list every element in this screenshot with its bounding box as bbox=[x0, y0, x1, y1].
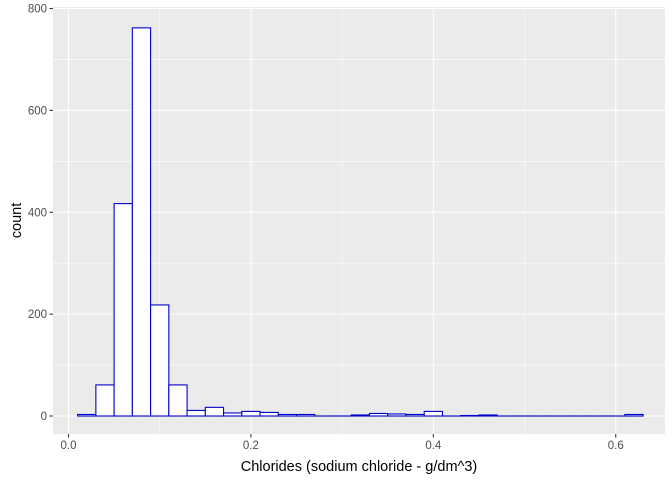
histogram-bar bbox=[460, 414, 480, 417]
histogram-bar bbox=[150, 304, 170, 417]
x-axis-ticks: 0.0 0.2 0.4 0.6 bbox=[61, 434, 624, 452]
histogram-bar bbox=[131, 27, 152, 417]
y-axis-title: count bbox=[9, 203, 25, 238]
histogram-bar bbox=[113, 203, 133, 417]
histogram-bars bbox=[77, 27, 644, 417]
y-tick-label: 0 bbox=[41, 411, 47, 423]
y-tick-label: 800 bbox=[28, 4, 47, 16]
histogram-bar bbox=[277, 413, 298, 417]
y-axis-ticks: 0 200 400 600 800 bbox=[28, 4, 53, 423]
x-tick-label: 0.2 bbox=[243, 440, 259, 452]
histogram-bar bbox=[77, 413, 97, 417]
histogram-bar bbox=[368, 412, 389, 417]
histogram-bar bbox=[295, 413, 316, 417]
histogram-bar bbox=[95, 384, 115, 417]
histogram-bar bbox=[387, 413, 407, 417]
x-axis-title: Chlorides (sodium chloride - g/dm^3) bbox=[241, 459, 477, 475]
y-tick-label: 200 bbox=[28, 309, 47, 321]
major-gridlines bbox=[53, 7, 665, 434]
histogram-bar bbox=[423, 410, 444, 417]
histogram-bar bbox=[624, 413, 644, 417]
histogram-bar bbox=[223, 412, 243, 417]
histogram-bar bbox=[478, 414, 498, 417]
y-tick-label: 600 bbox=[28, 105, 47, 117]
histogram-bar bbox=[168, 384, 188, 417]
histogram-bar bbox=[350, 414, 371, 417]
y-tick-label: 400 bbox=[28, 207, 47, 219]
x-tick-label: 0.6 bbox=[608, 440, 624, 452]
x-tick-label: 0.4 bbox=[425, 440, 442, 452]
histogram-bar bbox=[259, 411, 279, 417]
histogram-bar bbox=[186, 409, 206, 417]
x-tick-label: 0.0 bbox=[61, 440, 77, 452]
histogram-bar bbox=[204, 406, 225, 417]
histogram-bar bbox=[241, 410, 261, 417]
histogram-bar bbox=[405, 413, 425, 417]
